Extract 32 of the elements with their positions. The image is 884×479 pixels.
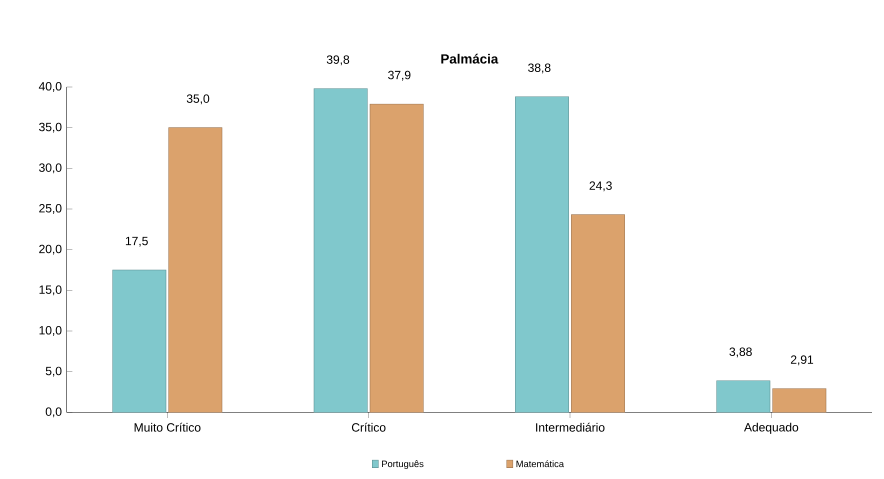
x-tick-label: Adequado xyxy=(744,422,798,434)
bar xyxy=(314,88,368,413)
y-tick-label: 0,0 xyxy=(46,407,62,418)
x-tick-label: Intermediário xyxy=(536,422,605,432)
y-tick-label: 25,0 xyxy=(39,204,62,214)
bar xyxy=(168,127,222,413)
chart-title: Palmácia xyxy=(441,54,498,64)
bar xyxy=(370,104,424,413)
y-tick-label: 35,0 xyxy=(39,122,62,133)
data-label: 3,88 xyxy=(729,347,752,358)
bar xyxy=(772,388,826,413)
y-tick-label: 15,0 xyxy=(40,285,62,296)
y-tick-label: 5,0 xyxy=(46,366,62,377)
y-tick-label: 30,0 xyxy=(39,163,62,174)
legend-label: Matemática xyxy=(516,460,564,468)
data-label: 17,5 xyxy=(126,236,148,247)
data-label: 38,8 xyxy=(528,63,550,74)
bar xyxy=(112,270,166,413)
y-tick-label: 20,0 xyxy=(39,244,62,255)
x-tick-label: Muito Crítico xyxy=(134,422,200,432)
data-label: 2,91 xyxy=(790,355,814,366)
y-tick-label: 10,0 xyxy=(40,326,62,336)
data-label: 39,8 xyxy=(326,55,350,66)
data-label: 37,9 xyxy=(388,70,410,81)
data-label: 24,3 xyxy=(590,181,612,192)
y-tick-label: 40,0 xyxy=(38,82,62,92)
x-tick-label: Crítico xyxy=(352,422,386,432)
bar xyxy=(515,96,569,413)
data-label: 35,0 xyxy=(186,94,210,104)
bar xyxy=(716,380,770,413)
bar xyxy=(571,214,625,413)
legend-label: Português xyxy=(382,460,424,470)
